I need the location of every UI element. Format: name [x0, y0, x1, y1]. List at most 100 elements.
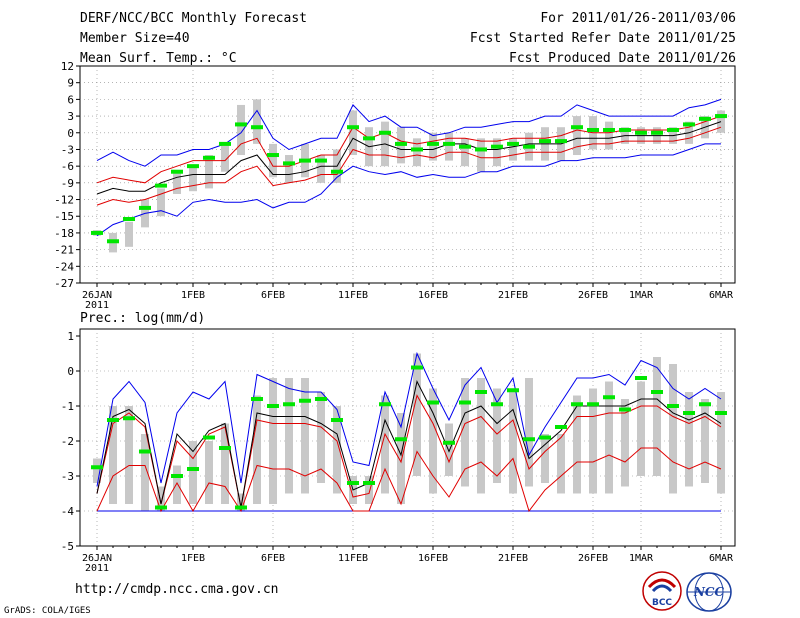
x-tick-label: 1MAR — [629, 553, 654, 564]
plot-frame — [79, 328, 736, 547]
median-marker — [235, 122, 247, 127]
ensemble-box — [157, 188, 165, 217]
variable-label: Mean Surf. Temp.: °C — [80, 51, 237, 66]
ensemble-box — [141, 434, 149, 511]
ensemble-box — [189, 166, 197, 192]
spread-low-line — [96, 126, 722, 206]
ensemble-box — [589, 388, 597, 494]
median-marker — [107, 418, 119, 422]
ensemble-box — [493, 388, 501, 483]
x-tick-label: 16FEB — [418, 553, 448, 564]
median-marker — [235, 505, 247, 510]
median-marker — [155, 183, 167, 188]
x-tick-label: 11FEB — [338, 290, 368, 301]
ensemble-box — [429, 132, 437, 161]
ensemble-box — [157, 486, 165, 511]
median-marker — [443, 141, 455, 146]
ensemble-box — [349, 110, 357, 156]
median-marker — [155, 505, 167, 510]
median-marker — [715, 114, 727, 119]
x-tick-label: 1MAR — [629, 290, 654, 301]
ensemble-box — [381, 395, 389, 494]
median-marker — [491, 402, 503, 407]
min-line — [96, 143, 721, 237]
y-tick-label: 9 — [67, 77, 74, 90]
median-marker — [523, 144, 535, 149]
y-tick-label: -6 — [61, 160, 74, 173]
ensemble-box — [605, 381, 613, 494]
ensemble-box — [253, 395, 261, 504]
x-tick-label: 1FEB — [181, 290, 205, 301]
ensemble-box — [669, 364, 677, 494]
ensemble-box — [621, 399, 629, 487]
ensemble-box — [205, 441, 213, 504]
y-tick-label: -24 — [54, 260, 74, 273]
y-tick-label: -5 — [61, 540, 74, 553]
member-size: Member Size=40 — [80, 31, 190, 46]
median-marker — [427, 141, 439, 146]
ensemble-box — [189, 441, 197, 504]
ensemble-box — [125, 406, 133, 504]
median-marker — [299, 158, 311, 163]
ensemble-box — [445, 423, 453, 476]
ensemble-box — [685, 392, 693, 487]
y-tick-label: -27 — [54, 277, 74, 290]
median-marker — [491, 144, 503, 149]
median-marker — [683, 411, 695, 415]
ensemble-box — [461, 378, 469, 487]
ensemble-box — [237, 493, 245, 511]
source-url[interactable]: http://cmdp.ncc.cma.gov.cn — [75, 582, 279, 597]
median-marker — [571, 125, 583, 130]
median-marker — [171, 474, 183, 478]
median-marker — [443, 440, 455, 445]
ensemble-box — [253, 99, 261, 144]
median-marker — [379, 130, 391, 135]
median-marker — [123, 217, 135, 222]
median-marker — [603, 127, 615, 132]
header-right: For 2011/01/26-2011/03/06 Fcst Started R… — [470, 11, 736, 71]
median-marker — [251, 125, 263, 130]
ensemble-box — [509, 138, 517, 161]
median-marker — [427, 400, 439, 405]
ensemble-box — [317, 392, 325, 483]
median-marker — [203, 435, 215, 440]
header-left: DERF/NCC/BCC Monthly Forecast Member Siz… — [80, 11, 307, 71]
median-marker — [715, 411, 727, 415]
x-tick-label: 16FEB — [418, 290, 448, 301]
ensemble-box — [413, 138, 421, 167]
median-marker — [699, 116, 711, 121]
ensemble-box — [557, 434, 565, 494]
ensemble-box — [397, 413, 405, 504]
median-marker — [107, 239, 119, 244]
ensemble-box — [125, 221, 133, 247]
x-tick-sublabel: 2011 — [85, 300, 109, 311]
y-tick-label: -3 — [61, 470, 74, 483]
ensemble-box — [605, 121, 613, 150]
median-marker — [699, 402, 711, 407]
x-tick-label: 26FEB — [578, 553, 608, 564]
y-tick-label: -18 — [54, 227, 74, 240]
ensemble-box — [237, 104, 245, 156]
bcc-logo: BCC — [642, 571, 682, 611]
chart-title: DERF/NCC/BCC Monthly Forecast — [80, 11, 307, 26]
median-marker — [459, 400, 471, 405]
ensemble-box — [269, 378, 277, 504]
ensemble-box — [413, 353, 421, 476]
ensemble-box — [637, 381, 645, 476]
ensemble-box — [509, 392, 517, 494]
median-marker — [315, 158, 327, 163]
median-marker — [267, 404, 279, 408]
forecast-started-date: Fcst Started Refer Date 2011/01/25 — [469, 31, 736, 46]
x-tick-label: 21FEB — [498, 553, 528, 564]
median-marker — [187, 467, 199, 471]
x-tick-label: 6FEB — [261, 553, 285, 564]
median-marker — [139, 205, 151, 210]
ensemble-box — [653, 357, 661, 476]
median-marker — [395, 437, 407, 442]
x-tick-label: 6MAR — [709, 290, 734, 301]
x-tick-label: 21FEB — [498, 290, 528, 301]
x-tick-sublabel: 2011 — [85, 563, 109, 574]
ensemble-box — [221, 143, 229, 172]
